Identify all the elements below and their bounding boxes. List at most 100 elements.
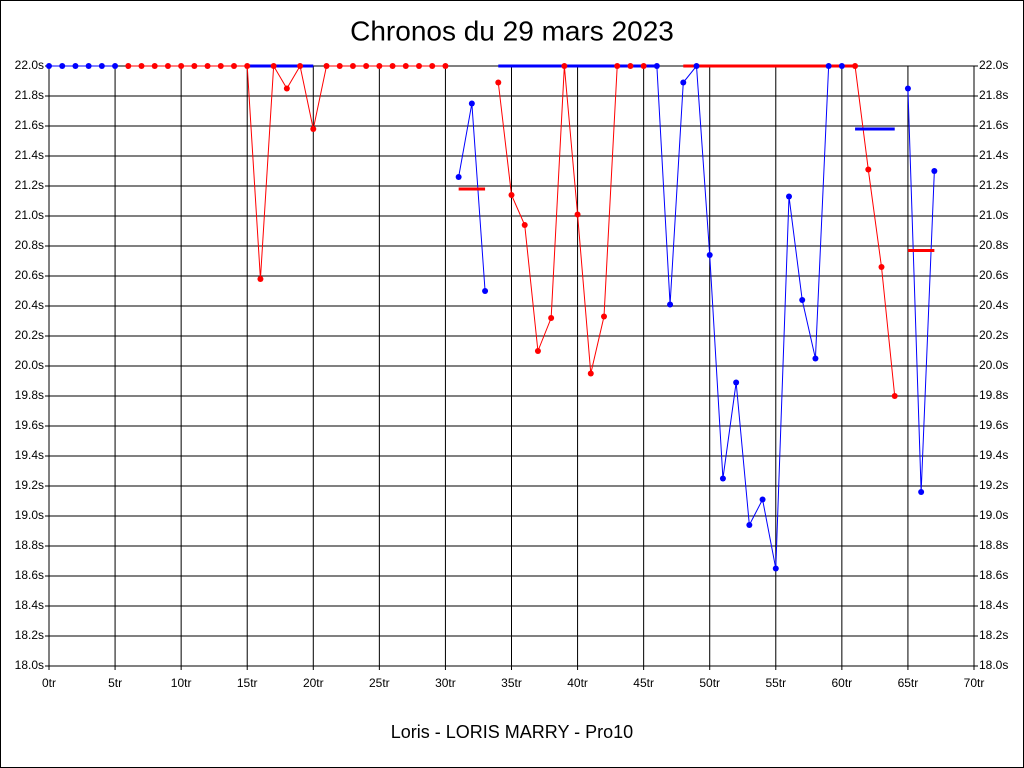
y-tick-label: 20.8s: [979, 238, 1008, 252]
y-tick-label: 18.6s: [15, 568, 44, 582]
y-tick-label: 18.0s: [979, 658, 1008, 672]
point: [904, 85, 911, 92]
point: [799, 297, 806, 303]
point: [508, 192, 515, 198]
y-tick-label: 21.0s: [15, 208, 44, 222]
point: [772, 565, 779, 572]
point: [733, 379, 740, 386]
point: [138, 63, 145, 69]
y-tick-label: 18.2s: [979, 628, 1008, 642]
x-tick-label: 10tr: [171, 676, 192, 690]
point: [389, 63, 396, 69]
y-tick-label: 18.2s: [15, 628, 44, 642]
point: [178, 63, 185, 69]
point: [719, 475, 726, 482]
point: [653, 63, 660, 69]
point: [125, 63, 132, 69]
y-tick-label: 19.8s: [15, 388, 44, 402]
point: [759, 496, 766, 503]
y-tick-label: 18.4s: [15, 598, 44, 612]
y-tick-label: 19.4s: [15, 448, 44, 462]
point: [349, 63, 356, 69]
y-tick-label: 19.2s: [979, 478, 1008, 492]
point: [323, 63, 330, 69]
point: [587, 370, 594, 377]
point: [310, 126, 317, 132]
y-tick-label: 21.2s: [15, 178, 44, 192]
point: [297, 63, 304, 69]
y-tick-label: 18.8s: [15, 538, 44, 552]
point: [270, 63, 277, 69]
point: [204, 63, 211, 69]
point: [918, 489, 925, 495]
point: [72, 63, 79, 69]
x-tick-label: 50tr: [699, 676, 720, 690]
x-tick-label: 30tr: [435, 676, 456, 690]
point: [825, 63, 832, 69]
y-tick-label: 19.2s: [15, 478, 44, 492]
y-tick-label: 22.0s: [979, 58, 1008, 72]
y-tick-label: 22.0s: [15, 58, 44, 72]
y-tick-label: 20.4s: [979, 298, 1008, 312]
y-tick-label: 19.4s: [979, 448, 1008, 462]
point: [85, 63, 92, 69]
y-tick-label: 18.6s: [979, 568, 1008, 582]
point: [614, 63, 621, 69]
point: [852, 63, 859, 69]
point: [231, 63, 237, 69]
point: [667, 301, 674, 308]
point: [627, 63, 634, 69]
point: [931, 168, 938, 174]
point: [865, 166, 872, 173]
y-tick-label: 20.4s: [15, 298, 44, 312]
y-tick-label: 20.2s: [979, 328, 1008, 342]
y-tick-label: 21.8s: [15, 88, 44, 102]
y-tick-label: 20.2s: [15, 328, 44, 342]
y-tick-label: 21.6s: [979, 118, 1008, 132]
point: [601, 313, 607, 320]
point: [416, 63, 422, 69]
point: [468, 100, 475, 107]
point: [495, 79, 502, 86]
point: [482, 288, 489, 294]
x-tick-label: 70tr: [964, 676, 985, 690]
y-tick-label: 19.6s: [15, 418, 44, 432]
y-tick-label: 21.4s: [15, 148, 44, 162]
y-tick-label: 19.0s: [15, 508, 44, 522]
point: [786, 193, 792, 200]
y-tick-label: 19.8s: [979, 388, 1008, 402]
y-tick-label: 20.0s: [979, 358, 1008, 372]
y-tick-label: 21.0s: [979, 208, 1008, 222]
x-tick-label: 20tr: [303, 676, 324, 690]
point: [336, 63, 343, 69]
y-tick-label: 21.2s: [979, 178, 1008, 192]
y-tick-label: 21.8s: [979, 88, 1008, 102]
point: [521, 222, 528, 228]
y-tick-label: 21.6s: [15, 118, 44, 132]
point: [98, 63, 105, 69]
point: [244, 63, 251, 69]
point: [534, 348, 541, 354]
x-tick-label: 60tr: [832, 676, 853, 690]
point: [363, 63, 370, 69]
x-tick-label: 40tr: [567, 676, 588, 690]
point: [191, 63, 198, 69]
point: [640, 63, 647, 69]
point: [693, 63, 700, 69]
point: [891, 393, 898, 399]
y-tick-label: 19.6s: [979, 418, 1008, 432]
point: [838, 63, 845, 69]
point: [561, 63, 568, 69]
point: [402, 63, 409, 69]
x-tick-label: 65tr: [898, 676, 919, 690]
y-tick-label: 18.8s: [979, 538, 1008, 552]
point: [429, 63, 436, 69]
chart-title: Chronos du 29 mars 2023: [350, 15, 674, 46]
x-tick-label: 15tr: [237, 676, 258, 690]
x-tick-label: 45tr: [633, 676, 654, 690]
y-tick-label: 20.0s: [15, 358, 44, 372]
x-tick-label: 35tr: [501, 676, 522, 690]
x-tick-label: 55tr: [765, 676, 786, 690]
point: [59, 63, 66, 69]
